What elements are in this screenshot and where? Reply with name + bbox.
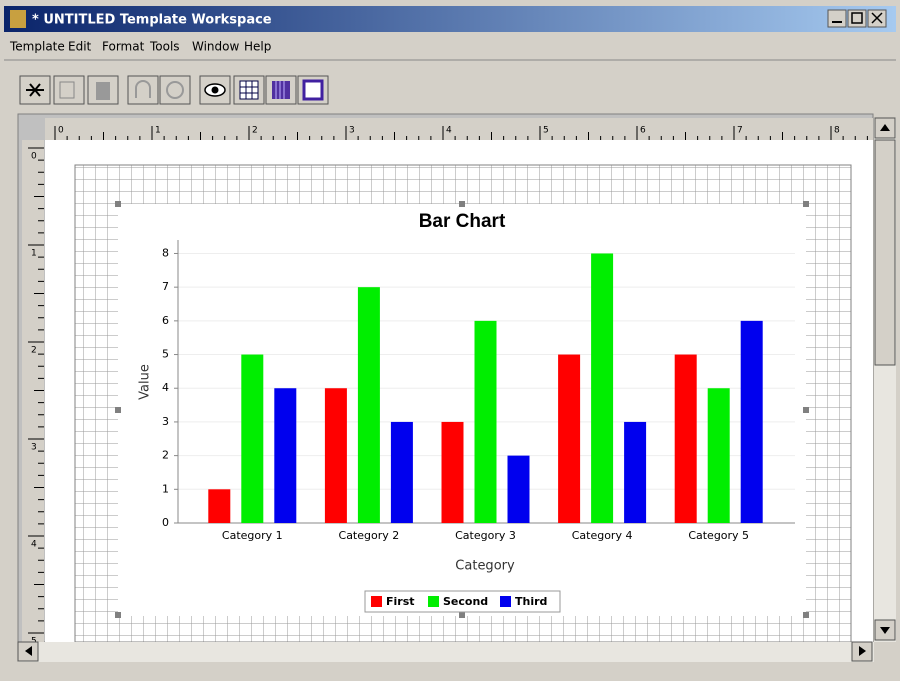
vertical-scrollbar[interactable] [874, 117, 896, 642]
ruler-label: 2 [252, 126, 258, 136]
y-tick-label: 3 [162, 415, 169, 428]
copy-button[interactable] [53, 75, 85, 105]
vertical-ruler [22, 140, 44, 642]
bar [390, 421, 413, 523]
y-tick-label: 7 [162, 280, 169, 293]
menu-item[interactable]: Tools [149, 40, 180, 54]
menu-item[interactable]: Edit [68, 40, 92, 54]
ruler-ticks: 0 1 2 3 4 5 6 7 8 0 1 2 3 4 5 [28, 126, 868, 647]
bar [674, 354, 697, 523]
ruler-label: 1 [31, 249, 37, 259]
y-tick-label: 5 [162, 348, 169, 361]
bar [274, 388, 297, 523]
chart-title: Bar Chart [419, 211, 506, 232]
horizontal-ruler [45, 118, 873, 140]
y-tick-label: 0 [162, 516, 169, 529]
legend-swatch [428, 596, 439, 607]
selection-handles[interactable] [115, 201, 809, 618]
x-tick-label: Category 1 [222, 529, 283, 542]
legend: First Second Third [364, 590, 561, 613]
toolbar [19, 75, 329, 105]
bar [558, 354, 581, 523]
bar [324, 388, 347, 523]
x-tick-label: Category 4 [572, 529, 633, 542]
menu-item[interactable]: Window [192, 40, 240, 54]
bar [591, 253, 614, 523]
bar [740, 320, 763, 523]
bar [241, 354, 264, 523]
bar [507, 455, 530, 523]
menu-item[interactable]: Format [102, 40, 145, 54]
horizontal-scrollbar[interactable] [17, 641, 874, 662]
legend-swatch [371, 596, 382, 607]
legend-label: First [386, 595, 415, 608]
chart-component[interactable] [118, 204, 806, 616]
ruler-label: 4 [446, 126, 452, 136]
legend-label: Third [515, 595, 547, 608]
bar [441, 421, 464, 523]
bar [624, 421, 647, 523]
legend-swatch [500, 596, 511, 607]
ruler-label: 3 [31, 443, 37, 453]
legend-label: Second [443, 595, 488, 608]
ruler-label: 7 [737, 126, 743, 136]
columns-button[interactable] [265, 75, 297, 105]
app-icon [10, 10, 26, 28]
ruler-label: 2 [31, 346, 37, 356]
y-tick-label: 1 [162, 482, 169, 495]
bar [707, 388, 730, 523]
window-title: * UNTITLED Template Workspace [32, 13, 272, 28]
legend-box [364, 590, 561, 613]
menu-bar: Template Edit Format Tools Window Help [9, 40, 271, 54]
y-tick-label: 2 [162, 449, 169, 462]
ruler-label: 3 [349, 126, 355, 136]
ruler-label: 6 [640, 126, 646, 136]
x-tick-label: Category 5 [688, 529, 749, 542]
ruler-label: 8 [834, 126, 840, 136]
ruler-label: 4 [31, 540, 37, 550]
window-controls[interactable] [827, 9, 887, 28]
y-axis-label: Value [138, 364, 153, 400]
x-tick-label: Category 3 [455, 529, 516, 542]
ruler-label: 0 [31, 152, 37, 162]
y-tick-label: 6 [162, 314, 169, 327]
bar-chart: Bar Chart Value Category 0 1 2 3 4 5 6 7 8 Catego… [138, 211, 795, 613]
x-tick-label: Category 2 [339, 529, 400, 542]
title-bar [4, 6, 896, 32]
ruler-label: 1 [155, 126, 161, 136]
minimize-button[interactable] [827, 9, 847, 28]
ruler-label: 5 [543, 126, 549, 136]
menu-item[interactable]: Template [9, 40, 65, 54]
bar [357, 287, 380, 523]
ruler-label: 0 [58, 126, 64, 136]
menu-item[interactable]: Help [244, 40, 271, 54]
y-tick-label: 8 [162, 246, 169, 259]
y-tick-label: 4 [162, 381, 169, 394]
redo-button[interactable] [159, 75, 191, 105]
bar [208, 489, 231, 523]
bar [474, 320, 497, 523]
x-axis-label: Category [455, 559, 515, 574]
